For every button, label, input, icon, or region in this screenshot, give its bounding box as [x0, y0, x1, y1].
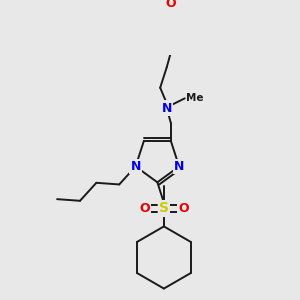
Text: O: O [166, 0, 176, 10]
Text: Me: Me [186, 93, 204, 103]
Text: S: S [159, 201, 169, 215]
Text: N: N [174, 160, 184, 173]
Text: N: N [130, 160, 141, 173]
Text: O: O [178, 202, 189, 215]
Text: N: N [161, 102, 172, 115]
Text: O: O [139, 202, 150, 215]
